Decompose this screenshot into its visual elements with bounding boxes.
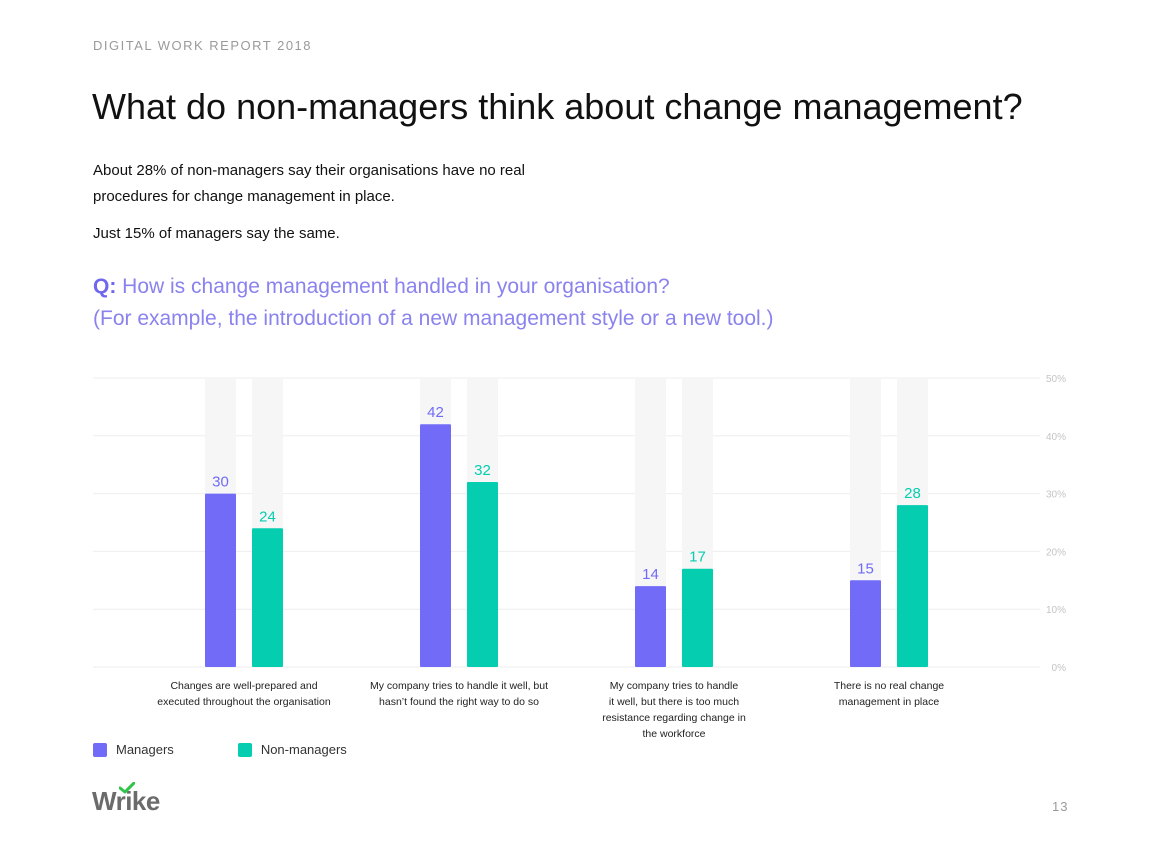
bar-managers (420, 424, 451, 667)
question-text: How is change management handled in your… (122, 275, 670, 298)
bar-non-managers (252, 528, 283, 667)
survey-question: Q: How is change management handled in y… (93, 271, 774, 335)
category-label: There is no real change (834, 680, 944, 692)
data-label: 14 (642, 566, 659, 583)
category-label: hasn’t found the right way to do so (379, 696, 539, 708)
category-label: executed throughout the organisation (157, 696, 331, 708)
bar-non-managers (682, 568, 713, 667)
intro-text: About 28% of non-managers say their orga… (93, 162, 525, 205)
data-label: 32 (474, 462, 491, 479)
legend-label-managers: Managers (116, 742, 174, 757)
question-subtext: (For example, the introduction of a new … (93, 307, 774, 330)
legend-item-non-managers: Non-managers (237, 742, 347, 757)
report-tag: DIGITAL WORK REPORT 2018 (93, 38, 313, 53)
category-label: it well, but there is too much (609, 696, 739, 708)
y-tick-label: 10% (1046, 605, 1066, 616)
data-label: 17 (689, 549, 706, 566)
page-title: What do non-managers think about change … (92, 86, 1023, 127)
legend-swatch-managers (93, 742, 107, 757)
category-label: Changes are well-prepared and (170, 680, 317, 692)
data-label: 30 (212, 474, 229, 491)
category-label: resistance regarding change in (602, 712, 746, 724)
question-prefix: Q: (93, 275, 117, 298)
wrike-logo: Wrike (92, 782, 160, 817)
bar-managers (850, 580, 881, 667)
legend-item-managers: Managers (93, 742, 174, 757)
bar-managers (635, 586, 666, 667)
legend-label-non-managers: Non-managers (260, 742, 347, 757)
data-label: 28 (904, 485, 921, 502)
category-label: management in place (839, 696, 940, 708)
data-label: 15 (857, 560, 874, 577)
bar-non-managers (897, 505, 928, 667)
y-tick-label: 40% (1046, 432, 1066, 443)
category-label: My company tries to handle it well, but (370, 680, 548, 692)
bar-managers (205, 493, 236, 667)
intro-text-second: Just 15% of managers say the same. (93, 225, 340, 242)
page-number: 13 (1052, 799, 1069, 814)
y-tick-label: 20% (1046, 547, 1066, 558)
category-label: My company tries to handle (610, 680, 739, 692)
data-label: 24 (259, 508, 276, 525)
data-label: 42 (427, 404, 444, 421)
bar-non-managers (467, 482, 498, 667)
chart-legend: Managers Non-managers (93, 742, 411, 757)
logo-check-icon (119, 782, 135, 794)
y-tick-label: 30% (1046, 490, 1066, 501)
legend-swatch-non-managers (237, 742, 252, 757)
y-tick-label: 50% (1046, 374, 1066, 385)
category-label: the workforce (642, 728, 705, 740)
y-tick-label: 0% (1052, 663, 1067, 674)
